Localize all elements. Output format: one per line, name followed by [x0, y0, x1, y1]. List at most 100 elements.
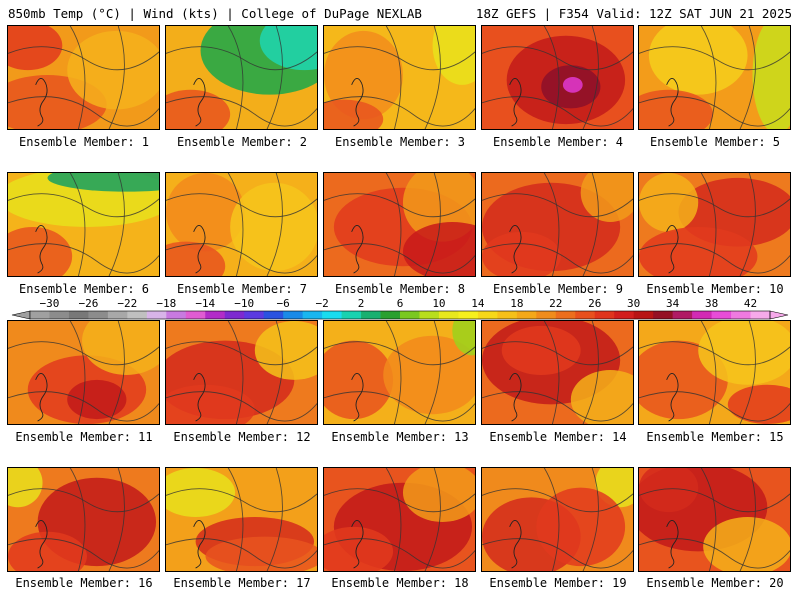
temperature-region: [166, 173, 245, 252]
height-contour: [543, 173, 560, 276]
height-contour: [266, 321, 283, 424]
height-contour: [582, 173, 599, 276]
temperature-region: [166, 241, 226, 276]
colorbar-tick-label: −22: [117, 297, 137, 310]
terrain-outline: [509, 520, 522, 569]
temperature-region: [639, 89, 714, 129]
height-contour: [166, 193, 317, 218]
colorbar-tick-label: −26: [78, 297, 98, 310]
ensemble-map-panel: [481, 467, 634, 572]
temperature-region: [166, 384, 255, 424]
colorbar-swatch: [88, 311, 109, 319]
height-contour: [482, 193, 633, 218]
height-contour: [8, 96, 159, 127]
colorbar-swatch: [555, 311, 576, 319]
height-contour: [266, 173, 283, 276]
height-contour: [639, 96, 790, 127]
ensemble-member-label: Ensemble Member: 16: [15, 576, 153, 590]
ensemble-map-panel: [165, 25, 318, 130]
colorbar-swatch: [497, 311, 518, 319]
height-contour: [166, 341, 317, 366]
ensemble-member-label: Ensemble Member: 17: [173, 576, 311, 590]
height-contour: [8, 538, 159, 569]
temperature-region: [324, 99, 384, 129]
temperature-region: [254, 321, 317, 380]
colorbar-tick-label: −6: [277, 297, 290, 310]
ensemble-map-panel: [7, 467, 160, 572]
height-contour: [424, 173, 441, 276]
ensemble-map-panel: [323, 172, 476, 277]
height-contour: [166, 488, 317, 513]
temperature-colorbar: −30 −26 −22 −18 −14 −10 −6 −2 2 6 10 14 18 22 26 30 34 38…: [11, 297, 789, 320]
height-contour: [324, 46, 475, 71]
height-contour: [108, 26, 125, 129]
temperature-region: [570, 370, 633, 424]
ensemble-member-label: Ensemble Member: 11: [15, 430, 153, 444]
temperature-region: [698, 321, 790, 385]
height-contour: [166, 96, 317, 127]
terrain-outline: [351, 225, 364, 274]
ensemble-member-label: Ensemble Member: 8: [334, 282, 466, 296]
colorbar-tick-label: −2: [315, 297, 328, 310]
temperature-region: [752, 26, 790, 129]
colorbar-swatch: [244, 311, 265, 319]
ensemble-map-panel: [638, 467, 791, 572]
height-contour: [8, 46, 159, 71]
terrain-outline: [509, 373, 522, 422]
ensemble-member-label: Ensemble Member: 20: [646, 576, 784, 590]
temperature-region: [452, 321, 475, 356]
height-contour: [482, 488, 633, 513]
colorbar-swatch: [68, 311, 89, 319]
colorbar-swatch: [341, 311, 362, 319]
height-contour: [227, 468, 244, 571]
temperature-region: [82, 321, 159, 375]
height-contour: [582, 468, 599, 571]
ensemble-map-panel: [165, 467, 318, 572]
terrain-outline: [193, 373, 206, 422]
colorbar-swatch: [692, 311, 713, 319]
colorbar-swatch: [322, 311, 343, 319]
colorbar-tick-label: 2: [358, 297, 365, 310]
temperature-region: [536, 487, 626, 567]
terrain-outline: [35, 373, 48, 422]
ensemble-member-label: Ensemble Member: 5: [649, 135, 781, 149]
height-contour: [324, 193, 475, 218]
colorbar-tick-label: 14: [471, 297, 485, 310]
colorbar-swatch: [711, 311, 732, 319]
temperature-region: [402, 468, 475, 522]
colorbar-tick-label: 30: [627, 297, 640, 310]
colorbar-tick-label: −18: [156, 297, 176, 310]
height-contour: [639, 488, 790, 513]
ensemble-member-label: Ensemble Member: 9: [492, 282, 624, 296]
colorbar-swatch: [107, 311, 128, 319]
ensemble-member-label: Ensemble Member: 2: [176, 135, 308, 149]
height-contour: [166, 243, 317, 274]
temperature-region: [727, 384, 790, 424]
temperature-region: [562, 77, 583, 93]
height-contour: [8, 243, 159, 274]
ensemble-member-label: Ensemble Member: 14: [489, 430, 627, 444]
height-contour: [543, 468, 560, 571]
colorbar-tick-label: 10: [432, 297, 445, 310]
colorbar-swatch: [672, 311, 693, 319]
height-contour: [424, 468, 441, 571]
ensemble-member-label: Ensemble Member: 19: [489, 576, 627, 590]
height-contour: [8, 488, 159, 513]
height-contour: [739, 468, 756, 571]
colorbar-swatch: [380, 311, 401, 319]
colorbar-tick-label: 26: [588, 297, 601, 310]
height-contour: [582, 321, 599, 424]
colorbar-swatch: [633, 311, 654, 319]
temperature-region: [648, 26, 748, 95]
colorbar-min-arrow: [11, 310, 31, 320]
terrain-outline: [35, 225, 48, 274]
temperature-region: [47, 173, 159, 192]
terrain-outline: [509, 225, 522, 274]
colorbar-swatch: [302, 311, 323, 319]
colorbar-swatch: [438, 311, 459, 319]
height-contour: [108, 468, 125, 571]
height-contour: [739, 321, 756, 424]
terrain-outline: [666, 520, 679, 569]
temperature-region: [580, 173, 633, 223]
height-contour: [227, 173, 244, 276]
